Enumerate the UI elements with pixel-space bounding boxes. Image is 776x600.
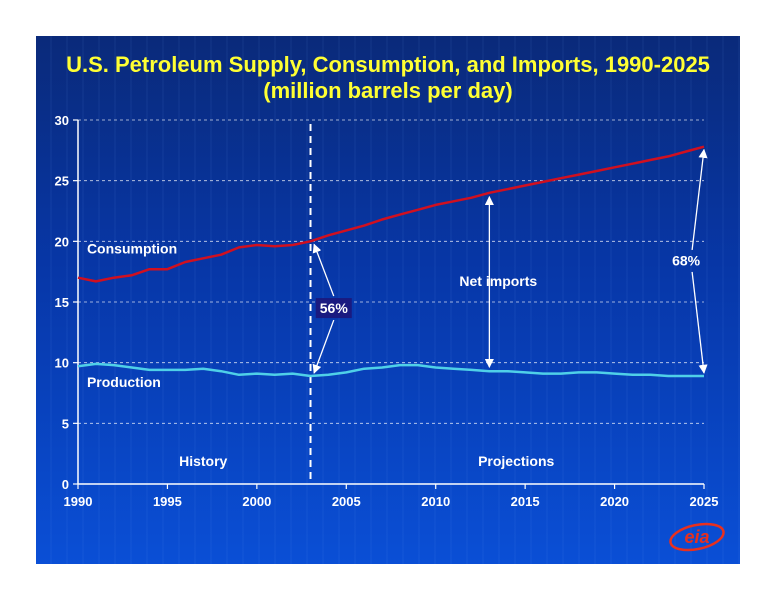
x-tick-label-1990: 1990 [64,494,93,509]
net-imports-label: Net imports [459,273,537,289]
x-tick-label-2010: 2010 [421,494,450,509]
series-lines [77,145,705,378]
projections-label: Projections [478,453,554,469]
pct-2025-label: 68% [672,253,701,269]
slide-background: U.S. Petroleum Supply, Consumption, and … [36,36,740,564]
x-tick-label-2015: 2015 [511,494,540,509]
history-label: History [179,453,227,469]
pct-2003-arrow-down [312,319,335,374]
consumption-label: Consumption [87,240,177,256]
axes [73,119,705,489]
x-tick-label-2020: 2020 [600,494,629,509]
y-tick-label-25: 25 [55,174,69,189]
x-tick-label-2025: 2025 [690,494,719,509]
chart-subtitle: (million barrels per day) [263,78,513,103]
annotation-arrows [312,148,708,374]
y-tick-label-20: 20 [55,234,69,249]
pct-2003-box [315,298,352,319]
y-tick-label-5: 5 [62,416,69,431]
series-line-consumption [77,145,705,283]
pct-2003-arrow-up [312,243,335,297]
y-tick-label-30: 30 [55,113,69,128]
grid-lines [78,119,704,424]
y-tick-label-15: 15 [55,295,69,310]
pct-2003-label: 56% [320,300,349,316]
x-tick-label-1995: 1995 [153,494,182,509]
eia-logo: eia [669,522,725,552]
series-line-production [77,362,704,378]
pct-2025-arrow-down [691,271,708,374]
logo-text: eia [684,527,709,547]
x-tick-label-2005: 2005 [332,494,361,509]
y-tick-label-10: 10 [55,356,69,371]
y-tick-label-0: 0 [62,477,69,492]
pct-2025-arrow-up [691,148,708,251]
chart-title: U.S. Petroleum Supply, Consumption, and … [66,52,710,77]
x-tick-label-2000: 2000 [242,494,271,509]
production-label: Production [87,374,161,390]
